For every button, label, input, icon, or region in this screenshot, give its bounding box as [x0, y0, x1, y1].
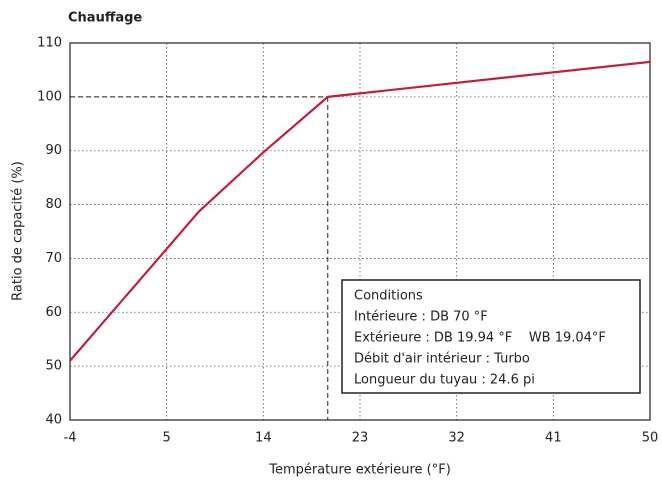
- annotation: Extérieure : DB 19.94 °F WB 19.04°F: [354, 331, 606, 346]
- annotation: Longueur du tuyau : 24.6 pi: [354, 373, 535, 388]
- conditions-box: [341, 279, 641, 394]
- y-tick-label: 50: [45, 359, 62, 374]
- x-axis-label: Température extérieure (°F): [268, 463, 451, 478]
- x-tick-label: -4: [64, 431, 77, 446]
- plot-frame: [69, 42, 651, 421]
- y-axis-label: Ratio de capacité (%): [11, 161, 26, 301]
- y-tick-label: 80: [45, 197, 62, 212]
- y-tick-label: 90: [45, 143, 62, 158]
- x-tick-label: 50: [642, 431, 659, 446]
- y-tick-label: 70: [45, 251, 62, 266]
- x-tick-label: 32: [448, 431, 465, 446]
- x-tick-label: 5: [163, 431, 171, 446]
- y-tick-label: 40: [45, 413, 62, 428]
- x-tick-label: 14: [255, 431, 272, 446]
- x-tick-label: 41: [545, 431, 562, 446]
- data-line: [69, 60, 651, 362]
- annotation: Intérieure : DB 70 °F: [354, 310, 488, 325]
- y-tick-label: 60: [45, 305, 62, 320]
- y-tick-label: 110: [37, 36, 62, 51]
- annotation: Conditions: [354, 289, 423, 304]
- x-tick-label: 23: [352, 431, 369, 446]
- y-tick-label: 100: [37, 89, 62, 104]
- chart-title: Chauffage: [68, 11, 142, 26]
- annotation: Débit d'air intérieur : Turbo: [354, 352, 530, 367]
